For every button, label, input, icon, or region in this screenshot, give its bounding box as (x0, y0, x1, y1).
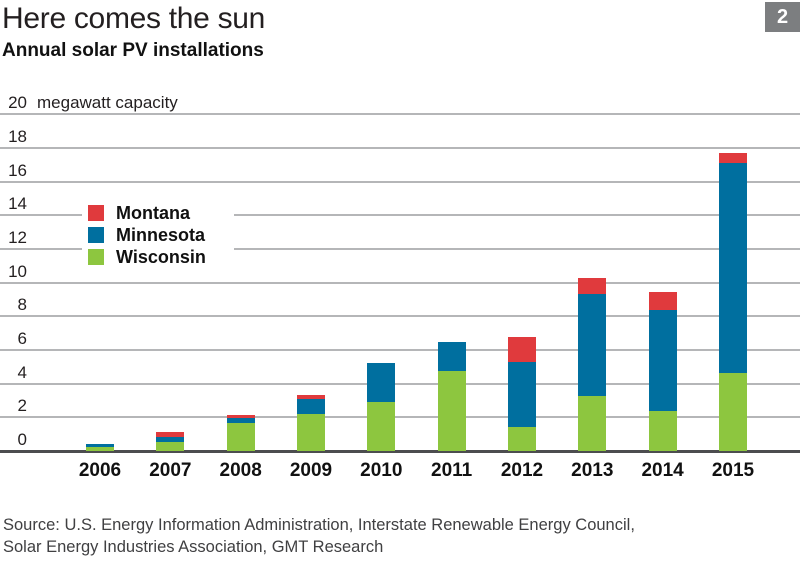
gridline-18 (0, 146, 800, 149)
bar-2012-minnesota-segment (507, 361, 536, 428)
x-tick-2010: 2010 (360, 460, 403, 481)
x-axis-line (0, 450, 800, 453)
gridline-12 (0, 247, 800, 250)
legend-item-montana: Montana (88, 202, 206, 224)
y-tick-8: 8 (17, 295, 27, 315)
legend-label-minnesota: Minnesota (116, 225, 206, 245)
bar-2010 (367, 363, 396, 451)
y-tick-10: 10 (8, 261, 27, 281)
bar-2013-montana-segment (578, 278, 607, 294)
source-note: Source: U.S. Energy Information Administ… (3, 514, 635, 558)
y-tick-2: 2 (17, 396, 27, 416)
x-tick-2012: 2012 (500, 460, 544, 481)
bar-2006 (86, 444, 114, 451)
x-tick-2008: 2008 (219, 460, 262, 481)
gridline-4 (0, 382, 800, 385)
legend-swatch-montana (88, 205, 104, 221)
bar-2015-wisconsin-segment (718, 372, 747, 451)
x-tick-2013: 2013 (571, 460, 614, 481)
gridline-8 (0, 315, 800, 318)
bar-2012-montana-segment (507, 337, 536, 362)
y-tick-16: 16 (8, 160, 27, 180)
figure-number-badge: 2 (765, 2, 800, 32)
legend-label-wisconsin: Wisconsin (116, 247, 206, 267)
source-line-2: Solar Energy Industries Association, GMT… (3, 538, 384, 556)
bar-2009-minnesota-segment (296, 398, 325, 414)
bar-2009-wisconsin-segment (296, 413, 325, 451)
bar-2011 (437, 341, 466, 451)
legend-item-minnesota: Minnesota (88, 224, 206, 246)
x-tick-2015: 2015 (711, 460, 755, 481)
legend-label-montana: Montana (116, 203, 190, 223)
x-tick-2006: 2006 (78, 460, 122, 481)
bar-2012 (507, 337, 536, 451)
gridline-6 (0, 348, 800, 351)
legend-swatch-minnesota (88, 227, 104, 243)
legend-swatch-wisconsin (88, 249, 104, 265)
y-tick-6: 6 (17, 328, 27, 348)
bar-2010-minnesota-segment (367, 363, 396, 403)
y-tick-0: 0 (17, 430, 27, 449)
bar-2013-wisconsin-segment (578, 396, 607, 451)
x-tick-2011: 2011 (431, 460, 473, 481)
y-tick-12: 12 (8, 227, 27, 247)
bar-2014 (648, 291, 677, 451)
gridline-10 (0, 281, 800, 284)
bar-2015-minnesota-segment (718, 163, 747, 373)
y-tick-18: 18 (8, 126, 27, 146)
bar-2015-montana-segment (718, 153, 747, 164)
gridline-20 (0, 113, 800, 116)
bar-2007-minnesota-segment (156, 436, 185, 442)
bar-2008-montana-segment (226, 414, 255, 419)
bar-2009 (296, 394, 325, 451)
bar-2012-wisconsin-segment (507, 427, 536, 451)
bar-2014-wisconsin-segment (648, 410, 677, 451)
x-tick-2014: 2014 (641, 460, 684, 481)
bar-2010-wisconsin-segment (367, 402, 396, 451)
y-tick-20: 20 (8, 93, 27, 113)
bar-2006-minnesota-segment (86, 444, 114, 447)
gridline-14 (0, 214, 800, 217)
chart-subtitle: Annual solar PV installations (2, 40, 264, 61)
x-tick-2007: 2007 (149, 460, 192, 481)
gridline-2 (0, 416, 800, 419)
bar-2007-montana-segment (156, 432, 185, 437)
x-tick-2009: 2009 (289, 460, 333, 481)
bar-2014-montana-segment (648, 291, 677, 310)
y-axis-unit-label: megawatt capacity (37, 93, 178, 113)
bar-2007 (156, 432, 185, 451)
bar-2008 (226, 414, 255, 451)
bar-2013-minnesota-segment (578, 293, 607, 397)
y-tick-4: 4 (17, 362, 27, 382)
bar-2009-montana-segment (296, 394, 325, 399)
bar-2014-minnesota-segment (648, 309, 677, 411)
bar-2008-minnesota-segment (226, 418, 255, 424)
source-line-1: Source: U.S. Energy Information Administ… (3, 516, 635, 534)
legend-item-wisconsin: Wisconsin (88, 246, 206, 268)
gridline-16 (0, 180, 800, 183)
bar-2008-wisconsin-segment (226, 423, 255, 451)
page-title: Here comes the sun (2, 2, 266, 35)
bar-2011-wisconsin-segment (437, 371, 466, 451)
bar-2011-minnesota-segment (437, 341, 466, 372)
bar-2015 (718, 153, 747, 451)
bar-2007-wisconsin-segment (156, 441, 185, 451)
bar-2013 (578, 278, 607, 451)
y-tick-14: 14 (8, 194, 27, 214)
bar-2006-wisconsin-segment (86, 446, 114, 451)
chart-legend: Montana Minnesota Wisconsin (82, 196, 234, 274)
